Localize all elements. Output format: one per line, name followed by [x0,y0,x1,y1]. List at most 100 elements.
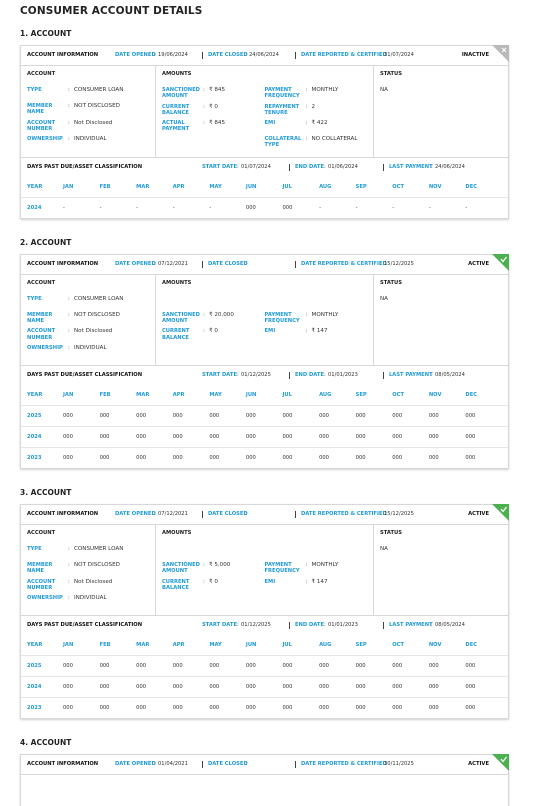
amount-field-label: CURRENT BALANCE [162,578,190,591]
dpd-cell: 000 [319,433,329,440]
column-title: ACCOUNT [27,279,56,286]
account-heading: 2. ACCOUNT [20,237,72,247]
colon: : [68,328,70,335]
account-field-row: TYPE: CONSUMER LOAN [27,546,149,558]
account-status: INACTIVE [461,52,489,58]
end-date-value: 01/01/2023 [328,371,358,378]
status-badge [492,45,509,62]
accounts: 1. ACCOUNT ACCOUNT INFORMATION DATE OPENED… [20,28,509,806]
account-info-header: ACCOUNT INFORMATION DATE OPENED:07/12/202… [21,253,509,275]
date-opened-label: DATE OPENED [115,260,156,267]
dpd-cell: 000 [209,663,220,670]
dpd-cell: 000 [209,684,220,691]
date-opened-value: 19/06/2024 [158,52,188,58]
dpd-cell: 000 [355,433,366,440]
amount-field-value: ₹ 147 [311,328,328,335]
dpd-cell: 000 [63,433,73,440]
status-column: STATUS NA [374,66,508,157]
amount-field-value: ₹ 5,000 [209,561,231,568]
separator [295,510,296,518]
separator [295,52,296,59]
dpd-year: 2023 [27,705,42,712]
account-field-label: OWNERSHIP [27,136,63,143]
colon: : [154,52,156,58]
account-column: ACCOUNT TYPE: CONSUMER LOAN MEMBER NAME: NOT… [21,274,156,365]
colon: : [203,103,205,110]
dpd-cell: 000 [392,454,403,461]
date-closed-label: DATE CLOSED [208,52,248,58]
account-field-value: NOT DISCLOSED [74,561,120,568]
dpd-year: 2025 [27,663,42,670]
colon: : [305,578,308,585]
separator [202,761,203,769]
dpd-cell: 000 [136,454,147,461]
dpd-cell: 000 [63,705,73,712]
status-value: NA [380,545,389,552]
account-field-label: OWNERSHIP [27,344,63,351]
dpd-cell: 000 [136,705,147,712]
status-badge [492,253,509,271]
colon: : [68,344,70,351]
dpd-cell: 000 [319,412,329,419]
month-header: JAN [63,391,74,398]
amount-field-value: ₹ 0 [209,578,218,585]
account-info-header: ACCOUNT INFORMATION DATE OPENED:01/04/202… [21,754,509,776]
account-card: ACCOUNT INFORMATION DATE OPENED:07/12/202… [20,253,509,469]
dpd-cell: 000 [319,663,329,670]
amount-field-row: COLLATERAL TYPE: NO COLLATERAL [265,136,368,149]
amounts-column: AMOUNTS SANCTIONED AMOUNT: ₹ 20,000 CURRENT… [156,274,374,365]
account-field-row: MEMBER NAME: NOT DISCLOSED [27,562,149,575]
month-header: JAN [63,183,74,190]
dpd-cell: 000 [172,663,183,670]
colon: : [324,371,326,378]
amount-field-value: ₹ 147 [311,578,328,585]
account-field-label: MEMBER NAME [27,561,53,575]
badge-shape [501,47,507,53]
date-reported-label: DATE REPORTED & CERTIFIED [301,761,387,768]
separator [289,622,290,630]
account-field-row: TYPE: CONSUMER LOAN [27,296,149,308]
month-header: MAY [209,183,222,190]
amounts-left: SANCTIONED AMOUNT: ₹ 845 CURRENT BALANCE: ₹… [162,83,265,149]
amount-field-row: PAYMENT FREQUENCY: MONTHLY [265,87,368,100]
amount-field-row: CURRENT BALANCE: ₹ 0 [162,579,265,592]
account-info-header: ACCOUNT INFORMATION DATE OPENED:19/06/202… [21,45,509,66]
amount-field-label: CURRENT BALANCE [162,328,190,341]
amounts-left: SANCTIONED AMOUNT: ₹ 20,000 CURRENT BALANC… [162,308,265,357]
separator [383,622,384,630]
account-card: ACCOUNT INFORMATION DATE OPENED:07/12/202… [20,503,509,720]
colon: : [324,163,326,170]
colon: : [305,136,308,143]
dpd-cell: 000 [428,663,439,670]
date-reported-value: 15/12/2025 [384,260,414,267]
column-title: STATUS [380,529,402,536]
account-info-title: ACCOUNT INFORMATION [27,510,99,517]
dpd-header: DAYS PAST DUE/ASSET CLASSIFICATION START … [21,366,508,385]
account-field-label: ACCOUNT NUMBER [27,578,56,591]
badge-shape [492,45,509,62]
account-info-title: ACCOUNT INFORMATION [27,52,99,58]
separator [289,163,290,171]
dpd-cell: 000 [245,433,256,440]
amount-field-value: ₹ 845 [209,120,226,127]
start-date-label: START DATE [202,622,237,629]
dpd-cell: 000 [282,412,293,419]
account-heading: 3. ACCOUNT [20,487,72,497]
dpd-cell: 000 [172,433,183,440]
date-opened-value: 01/04/2021 [158,761,188,768]
dpd-cell: 000 [355,684,366,691]
column-title: ACCOUNT [27,71,56,77]
colon: : [380,761,382,768]
account-info: ACCOUNT TYPE: CONSUMER LOAN MEMBER NAME: NOT… [21,66,508,158]
date-closed-label: DATE CLOSED [208,510,248,517]
dpd-cell: 000 [209,412,220,419]
colon: : [68,136,70,143]
month-header: MAR [136,391,150,398]
dpd-cell: 000 [392,705,403,712]
dpd-title: DAYS PAST DUE/ASSET CLASSIFICATION [27,163,143,170]
amount-field-value: MONTHLY [311,561,339,568]
amount-field-label: PAYMENT FREQUENCY [264,87,300,100]
account-field-label: ACCOUNT NUMBER [27,119,56,132]
month-header: JUL [282,642,292,649]
start-date-value: 01/07/2024 [241,163,271,170]
